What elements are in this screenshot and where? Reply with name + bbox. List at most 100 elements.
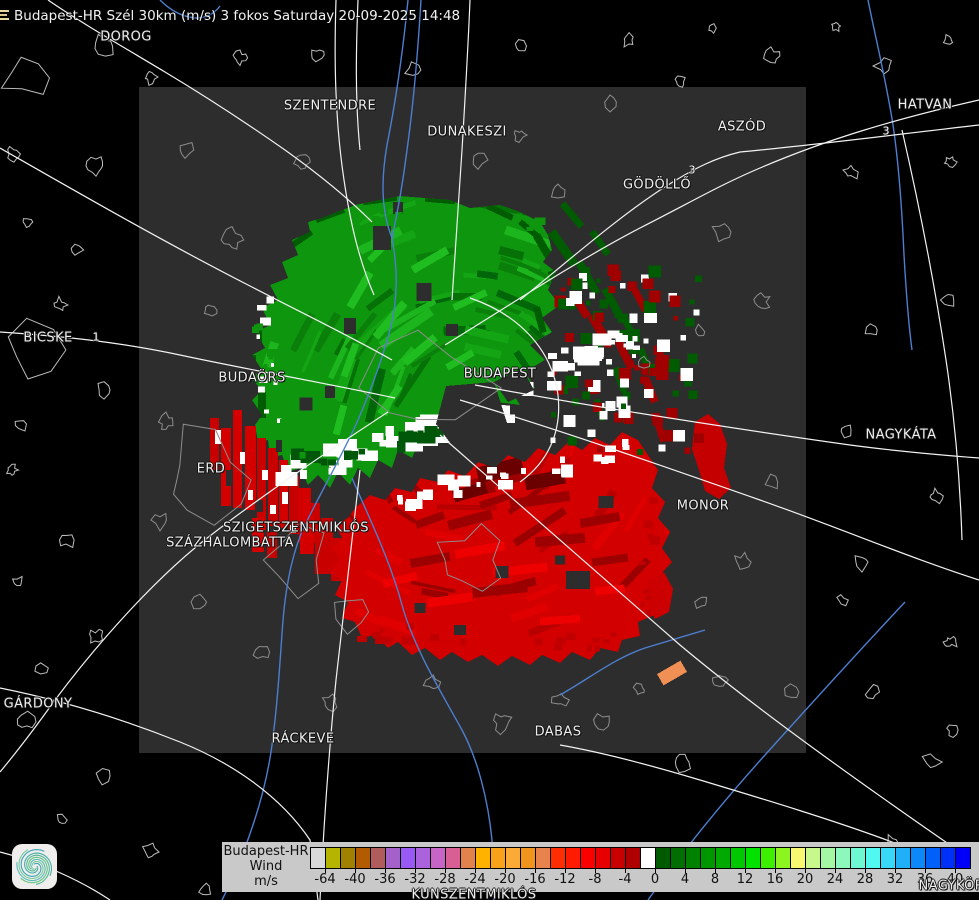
- legend-tick-label: -4: [618, 872, 632, 887]
- rivers-layer: [159, 0, 913, 900]
- legend-tick-mark: [475, 869, 476, 873]
- legend-cell: [866, 848, 881, 868]
- legend-cell: [371, 848, 386, 868]
- legend-tick-mark: [355, 869, 356, 873]
- legend-cell: [686, 848, 701, 868]
- legend-cell: [791, 848, 806, 868]
- legend-tick-mark: [745, 869, 746, 873]
- legend-tick-label: -28: [434, 872, 456, 887]
- legend-panel: Budapest-HR Wind m/s -64 -40 -36 -32 -28 -24-…: [222, 842, 979, 892]
- legend-product-name: Budapest-HR: [223, 844, 309, 859]
- legend-cell: [311, 848, 326, 868]
- legend-tick-label: 36: [916, 872, 934, 887]
- legend-cell: [341, 848, 356, 868]
- legend-cell: [806, 848, 821, 868]
- legend-tick-label: 28: [856, 872, 874, 887]
- legend-product-type: Wind: [249, 859, 283, 874]
- legend-tick-mark: [505, 869, 506, 873]
- legend-tick-mark: [805, 869, 806, 873]
- legend-colorbar: [310, 847, 971, 869]
- legend-cell: [701, 848, 716, 868]
- legend-cell: [506, 848, 521, 868]
- legend-cell: [731, 848, 746, 868]
- legend-cell: [911, 848, 926, 868]
- legend-tick-mark: [535, 869, 536, 873]
- settlement-outlines-layer: [0, 21, 959, 896]
- legend-tick-label: 20: [796, 872, 814, 887]
- legend-tick-label: -32: [404, 872, 426, 887]
- legend-tick-label: -24: [464, 872, 486, 887]
- legend-tick-mark: [715, 869, 716, 873]
- legend-cell: [761, 848, 776, 868]
- legend-cell: [611, 848, 626, 868]
- legend-cell: [896, 848, 911, 868]
- legend-title: Budapest-HR Wind m/s: [222, 844, 310, 889]
- legend-cell: [836, 848, 851, 868]
- legend-cell: [956, 848, 970, 868]
- legend-tick-mark: [955, 869, 956, 873]
- legend-tick-label: 40: [946, 872, 964, 887]
- legend-tick-mark: [415, 869, 416, 873]
- legend-cell: [416, 848, 431, 868]
- legend-cell: [536, 848, 551, 868]
- legend-tick-mark: [445, 869, 446, 873]
- legend-tick-mark: [625, 869, 626, 873]
- legend-cell: [401, 848, 416, 868]
- legend-unit: m/s: [254, 874, 278, 889]
- legend-cell: [596, 848, 611, 868]
- legend-tick-label: -20: [494, 872, 516, 887]
- legend-cell: [461, 848, 476, 868]
- legend-tick-label: 4: [680, 872, 690, 887]
- legend-cell: [776, 848, 791, 868]
- legend-tick-mark: [865, 869, 866, 873]
- legend-cell: [326, 848, 341, 868]
- product-title: Budapest-HR Szél 30km (m/s) 3 fokos Satu…: [14, 8, 461, 24]
- legend-cell: [491, 848, 506, 868]
- legend-cell: [656, 848, 671, 868]
- legend-cell: [641, 848, 656, 868]
- legend-cell: [551, 848, 566, 868]
- legend-cell: [851, 848, 866, 868]
- legend-tick-mark: [325, 869, 326, 873]
- legend-cell: [386, 848, 401, 868]
- legend-tick-label: 32: [886, 872, 904, 887]
- legend-tick-label: -40: [344, 872, 366, 887]
- legend-cell: [566, 848, 581, 868]
- legend-tick-label: 0: [650, 872, 660, 887]
- legend-tick-mark: [385, 869, 386, 873]
- met-spiral-logo: [12, 844, 57, 889]
- legend-cell: [446, 848, 461, 868]
- legend-cell: [626, 848, 641, 868]
- legend-tick-label: 24: [826, 872, 844, 887]
- legend-tick-label: 12: [736, 872, 754, 887]
- titlebar-icon: [0, 10, 9, 20]
- legend-cell: [356, 848, 371, 868]
- legend-tick-mark: [565, 869, 566, 873]
- legend-cell: [746, 848, 761, 868]
- legend-tick-mark: [685, 869, 686, 873]
- legend-tick-label: -8: [588, 872, 602, 887]
- legend-tick-label: -64: [314, 872, 336, 887]
- legend-cell: [431, 848, 446, 868]
- legend-tick-label: 8: [710, 872, 720, 887]
- legend-tick-label: -16: [524, 872, 546, 887]
- legend-tick-mark: [835, 869, 836, 873]
- legend-cell: [926, 848, 941, 868]
- legend-cell: [521, 848, 536, 868]
- legend-cell: [941, 848, 956, 868]
- legend-tick-label: -36: [374, 872, 396, 887]
- legend-cell: [671, 848, 686, 868]
- legend-tick-label: -12: [554, 872, 576, 887]
- legend-tick-mark: [655, 869, 656, 873]
- legend-tick-mark: [895, 869, 896, 873]
- legend-cell: [581, 848, 596, 868]
- legend-tick-mark: [595, 869, 596, 873]
- legend-cell: [821, 848, 836, 868]
- legend-tick-label: 16: [766, 872, 784, 887]
- legend-tick-mark: [775, 869, 776, 873]
- legend-cell: [476, 848, 491, 868]
- legend-cell: [716, 848, 731, 868]
